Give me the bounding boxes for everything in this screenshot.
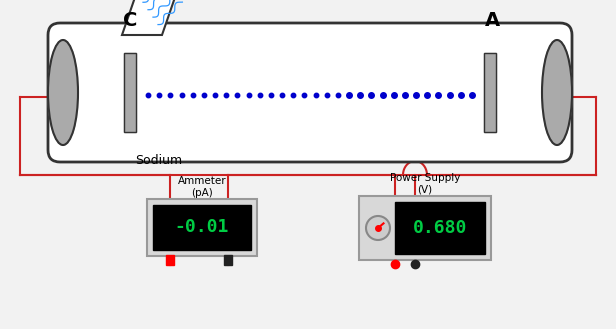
Bar bbox=[124, 53, 136, 132]
Bar bbox=[224, 255, 232, 265]
FancyBboxPatch shape bbox=[147, 199, 257, 256]
FancyBboxPatch shape bbox=[48, 23, 572, 162]
Ellipse shape bbox=[542, 40, 572, 145]
Text: Power Supply
(V): Power Supply (V) bbox=[390, 173, 460, 195]
Ellipse shape bbox=[48, 40, 78, 145]
Text: -0.01: -0.01 bbox=[175, 218, 229, 237]
Bar bbox=[484, 53, 496, 132]
Bar bbox=[484, 53, 496, 132]
Bar bbox=[153, 205, 251, 250]
Text: Ammeter
(pA): Ammeter (pA) bbox=[177, 176, 226, 198]
Polygon shape bbox=[122, 0, 182, 35]
Bar bbox=[395, 202, 485, 254]
Bar bbox=[124, 53, 136, 132]
Circle shape bbox=[366, 216, 390, 240]
Text: 0.680: 0.680 bbox=[413, 219, 467, 237]
Text: Sodium: Sodium bbox=[135, 154, 182, 167]
Text: C: C bbox=[123, 11, 137, 30]
Bar bbox=[166, 255, 174, 265]
FancyBboxPatch shape bbox=[359, 196, 491, 260]
Text: A: A bbox=[484, 11, 500, 30]
